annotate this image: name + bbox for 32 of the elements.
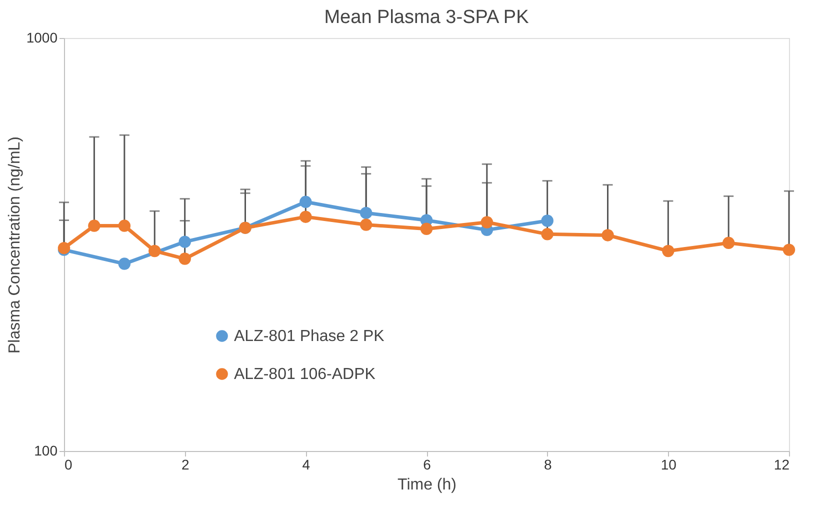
x-tick-label: 4 <box>302 456 310 472</box>
point <box>722 236 735 250</box>
point <box>148 244 161 258</box>
point <box>300 196 312 208</box>
point <box>360 218 372 231</box>
point <box>118 220 131 232</box>
y-tick-label: 100 <box>34 442 58 458</box>
x-axis-title: Time (h) <box>398 476 456 494</box>
point <box>360 206 372 220</box>
point <box>178 252 191 265</box>
point <box>420 222 433 235</box>
point <box>541 228 554 240</box>
y-tick-label: 1000 <box>26 30 58 46</box>
point <box>541 214 554 227</box>
x-tick-label: 0 <box>64 456 72 472</box>
point <box>602 229 614 242</box>
point <box>88 220 100 232</box>
legend-label: ALZ-801 Phase 2 PK <box>234 328 385 345</box>
point <box>782 244 796 256</box>
x-tick-label: 10 <box>660 456 677 472</box>
point <box>118 258 131 270</box>
x-tick-label: 6 <box>423 456 432 472</box>
x-tick-label: 2 <box>181 456 190 472</box>
point <box>480 216 494 228</box>
point <box>662 244 674 258</box>
point <box>178 236 191 248</box>
y-axis-title: Plasma Concentration (ng/mL) <box>6 136 24 354</box>
legend-label: ALZ-801 106-ADPK <box>234 366 376 383</box>
x-tick-label: 8 <box>544 456 552 472</box>
x-tick-label: 12 <box>774 456 790 472</box>
point <box>300 210 312 223</box>
chart-title: Mean Plasma 3-SPA PK <box>324 7 530 28</box>
